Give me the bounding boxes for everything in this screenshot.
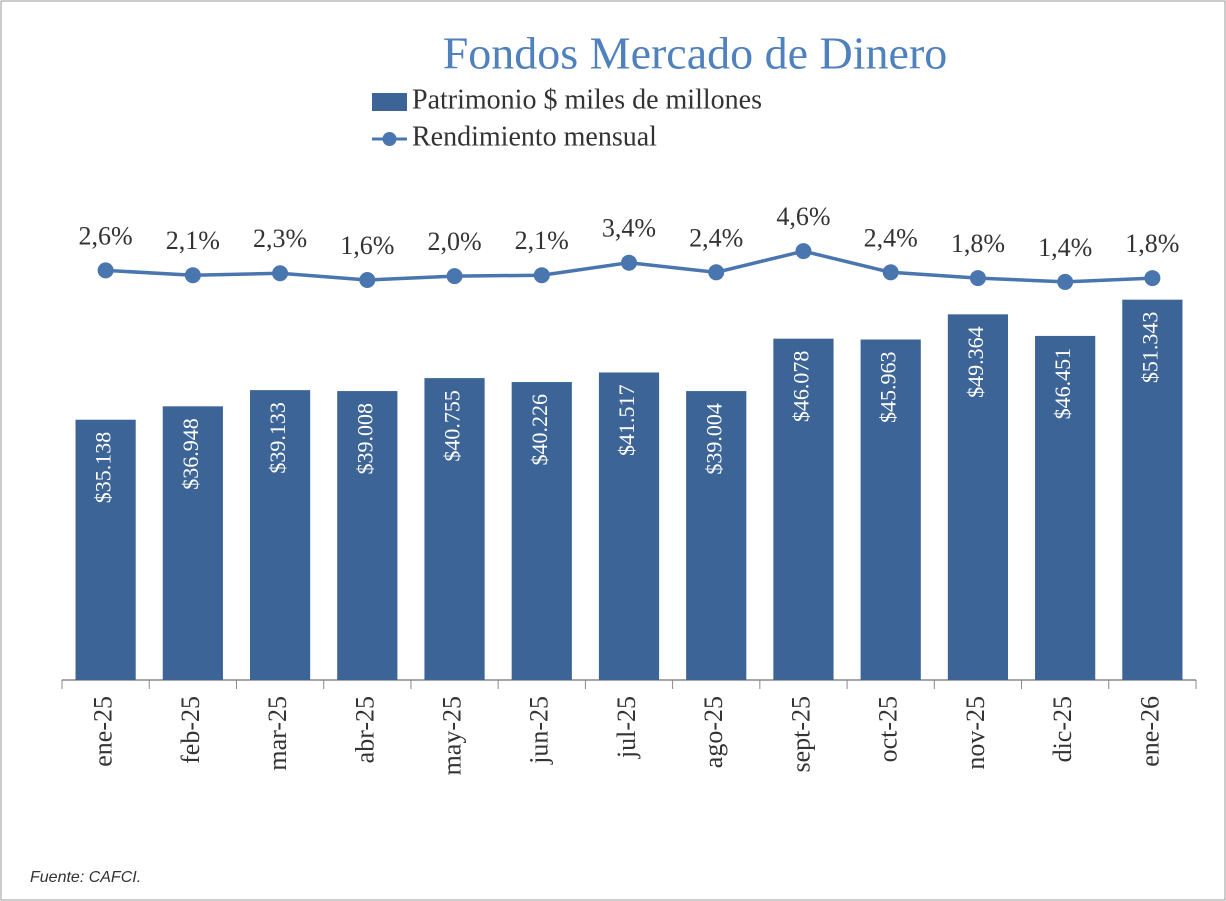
line-point bbox=[359, 272, 376, 288]
x-tick-label: ene-26 bbox=[1135, 696, 1164, 767]
bar-value-label: $40.755 bbox=[440, 390, 465, 462]
x-tick-label: nov-25 bbox=[961, 696, 990, 770]
source-note: Fuente: CAFCI. bbox=[30, 869, 141, 886]
line-point bbox=[272, 265, 289, 282]
line-point bbox=[882, 264, 899, 281]
x-tick-label: jun-25 bbox=[525, 696, 554, 765]
bar-value-label: $39.008 bbox=[352, 403, 377, 475]
x-tick-label: ene-25 bbox=[89, 696, 118, 767]
bar-value-label: $36.948 bbox=[178, 418, 203, 490]
x-tick-label: oct-25 bbox=[874, 696, 903, 762]
x-tick-label: dic-25 bbox=[1048, 696, 1077, 762]
bar bbox=[773, 338, 834, 680]
line-value-label: 2,4% bbox=[689, 223, 743, 252]
bar bbox=[1122, 299, 1183, 680]
line-point bbox=[446, 268, 463, 285]
bar-value-label: $39.004 bbox=[701, 403, 726, 475]
line-value-label: 2,1% bbox=[166, 226, 220, 255]
bar bbox=[860, 339, 921, 680]
line-point bbox=[1057, 273, 1074, 290]
line-point bbox=[621, 254, 637, 271]
line-value-label: 3,4% bbox=[602, 214, 656, 243]
bar bbox=[947, 314, 1009, 680]
line-value-label: 1,8% bbox=[951, 229, 1005, 258]
line-point bbox=[795, 243, 812, 260]
bar bbox=[511, 382, 572, 680]
legend-swatch bbox=[372, 93, 407, 111]
bar-value-label: $39.133 bbox=[265, 402, 290, 474]
x-tick-label: sept-25 bbox=[786, 696, 815, 773]
bar bbox=[337, 391, 398, 680]
line-point bbox=[708, 264, 725, 281]
bar-value-label: $40.226 bbox=[527, 394, 552, 466]
bar bbox=[424, 378, 485, 680]
bar bbox=[162, 406, 223, 680]
x-tick-label: jul-25 bbox=[612, 696, 641, 759]
bar-value-label: $49.364 bbox=[963, 326, 988, 398]
bar-value-label: $46.078 bbox=[789, 351, 814, 423]
x-tick-label: may-25 bbox=[438, 696, 467, 775]
bar bbox=[1035, 335, 1096, 680]
bar-value-label: $41.517 bbox=[614, 384, 639, 456]
line-value-label: 1,4% bbox=[1038, 233, 1092, 262]
bar-value-label: $51.343 bbox=[1137, 312, 1162, 384]
line-point bbox=[533, 267, 550, 284]
legend-label: Patrimonio $ miles de millones bbox=[412, 84, 762, 115]
line-point bbox=[1144, 270, 1161, 287]
legend-label: Rendimiento mensual bbox=[412, 121, 657, 152]
x-tick-label: feb-25 bbox=[176, 696, 205, 764]
bar-value-label: $46.451 bbox=[1050, 348, 1075, 420]
line-point bbox=[184, 267, 201, 284]
bar bbox=[249, 390, 311, 680]
line-point bbox=[97, 262, 114, 279]
line-value-label: 4,6% bbox=[776, 202, 830, 231]
bar-value-label: $35.138 bbox=[91, 432, 116, 504]
line-value-label: 2,3% bbox=[253, 224, 307, 253]
line-value-label: 2,6% bbox=[79, 221, 133, 250]
x-tick-label: ago-25 bbox=[699, 696, 728, 768]
bar-value-label: $45.963 bbox=[876, 352, 901, 424]
line-point bbox=[969, 270, 986, 287]
legend-marker bbox=[382, 132, 397, 146]
line-value-label: 2,1% bbox=[515, 226, 569, 255]
bar bbox=[686, 391, 747, 680]
line-value-label: 2,0% bbox=[427, 227, 481, 256]
line-value-label: 1,6% bbox=[340, 231, 394, 260]
chart-title: Fondos Mercado de Dinero bbox=[443, 28, 948, 79]
x-tick-label: abr-25 bbox=[350, 696, 379, 763]
line-value-label: 2,4% bbox=[864, 223, 918, 252]
bar bbox=[598, 372, 660, 680]
line-value-label: 1,8% bbox=[1125, 229, 1179, 258]
bar bbox=[75, 419, 136, 680]
x-tick-label: mar-25 bbox=[263, 696, 292, 771]
